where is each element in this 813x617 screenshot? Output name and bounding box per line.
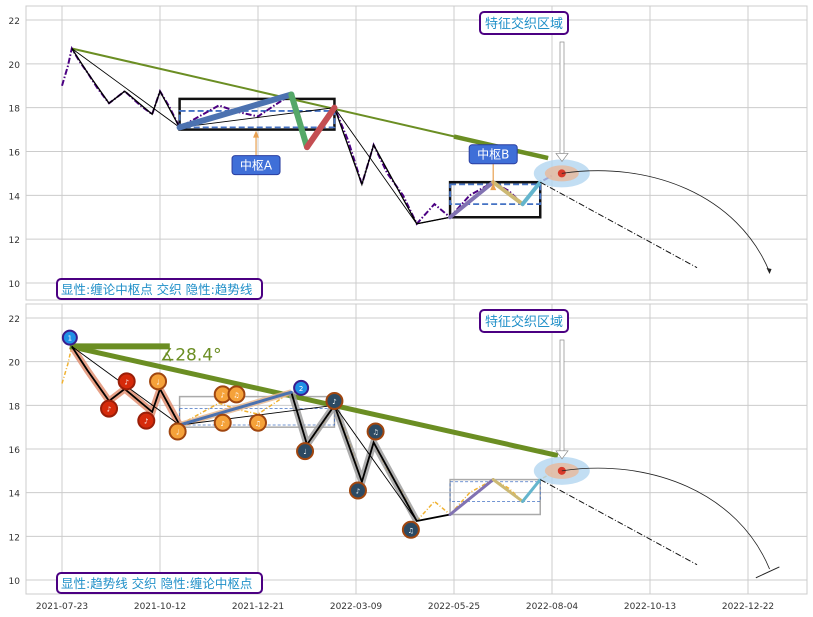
segment — [176, 91, 295, 131]
pivot-marker-label: ♪ — [144, 418, 148, 426]
pivot-marker-label: ♪ — [220, 391, 224, 399]
y-tick-label: 20 — [9, 61, 21, 71]
annotation-arrow-head — [555, 153, 569, 163]
y-tick-label: 14 — [9, 192, 21, 202]
annotation-arrow-shaft — [559, 41, 565, 154]
pivot-marker — [249, 413, 267, 432]
annotation-text: 特征交织区域 — [485, 314, 563, 330]
x-tick-label: 2022-10-13 — [624, 602, 676, 612]
segment — [448, 180, 496, 220]
y-tick-label: 18 — [9, 105, 21, 115]
annotation-box — [479, 309, 569, 333]
y-tick-label: 12 — [9, 533, 20, 543]
segment — [448, 478, 495, 516]
segment — [178, 390, 293, 427]
x-tick-label: 2021-12-21 — [232, 602, 284, 612]
pivot-marker-label: ♫ — [408, 527, 414, 535]
forecast-line — [540, 479, 698, 566]
arrow-head — [253, 130, 260, 138]
arc-end-bar — [755, 566, 780, 579]
legend-box — [56, 572, 263, 594]
forecast-arc — [561, 170, 770, 273]
forecast-arc — [561, 467, 770, 570]
x-tick-label: 2022-05-25 — [428, 602, 480, 612]
pivot-marker — [293, 379, 310, 396]
annotation-text: 特征交织区域 — [485, 16, 563, 32]
legend-text: 显性:趋势线 交织 隐性:缠论中枢点 — [61, 576, 252, 591]
pivot-marker — [325, 391, 344, 410]
x-tick-label: 2022-08-04 — [526, 602, 579, 612]
zhongshu-label: 中枢B — [477, 147, 509, 162]
pivot-marker — [213, 413, 232, 432]
zhongshu-inner-box — [179, 408, 335, 426]
x-tick-label: 2021-10-12 — [134, 602, 186, 612]
trend-line — [69, 343, 559, 458]
plot-area — [25, 5, 808, 301]
pivot-marker-label: ♫ — [372, 429, 378, 437]
x-tick-label: 2021-07-23 — [36, 602, 88, 612]
segment — [491, 478, 525, 503]
arc-arrow-head — [766, 268, 772, 275]
y-tick-label: 10 — [9, 280, 21, 290]
segment — [521, 478, 542, 503]
pivot-marker-label: ♩ — [176, 429, 179, 437]
y-tick-label: 22 — [9, 17, 20, 27]
pivot-marker — [117, 372, 136, 391]
y-tick-label: 22 — [9, 315, 20, 325]
legend-text: 显性:缠论中枢点 交织 隐性:趋势线 — [61, 282, 253, 297]
pivot-marker — [296, 442, 315, 461]
segment — [520, 180, 543, 207]
pivot-marker — [401, 520, 420, 539]
pivot-marker-label: ♫ — [255, 420, 261, 428]
annotation-box — [479, 11, 569, 35]
pivot-marker-label: ♪ — [124, 378, 128, 386]
x-tick-label: 2022-03-09 — [330, 602, 383, 612]
zhongshu-inner-box — [178, 110, 336, 129]
pivot-marker-label: ♪ — [107, 406, 111, 414]
pivot-marker — [149, 372, 168, 391]
pivot-marker — [366, 422, 385, 441]
zhongshu-label-box — [468, 144, 518, 165]
y-tick-label: 20 — [9, 359, 21, 369]
annotation-arrow-shaft — [559, 339, 565, 452]
arrow-head — [490, 183, 497, 191]
zhongshu-label-box — [231, 155, 281, 176]
legend-box — [56, 278, 263, 300]
forecast-line — [540, 181, 698, 269]
y-tick-label: 14 — [9, 490, 21, 500]
segment — [491, 180, 525, 207]
pivot-marker-label: 1 — [68, 335, 72, 343]
pivot-marker-label: ♪ — [220, 420, 224, 428]
segment — [304, 104, 338, 151]
pivot-marker-label: ♪ — [332, 398, 336, 406]
y-tick-label: 10 — [9, 577, 21, 587]
y-tick-label: 18 — [9, 402, 21, 412]
pivot-marker — [61, 329, 78, 346]
y-tick-label: 12 — [9, 236, 20, 246]
pivot-marker-label: ♩ — [303, 448, 306, 456]
pivot-marker — [168, 422, 187, 441]
pivot-marker-label: ♪ — [356, 487, 360, 495]
segment — [288, 91, 310, 151]
pivot-marker-label: ♩ — [156, 378, 159, 386]
zhongshu-label: 中枢A — [240, 158, 273, 173]
pivot-marker — [227, 385, 246, 404]
x-tick-label: 2022-12-22 — [722, 602, 774, 612]
pivot-marker-label: ♫ — [233, 391, 239, 399]
y-tick-label: 16 — [9, 149, 21, 159]
pivot-marker — [348, 481, 367, 500]
pivot-marker — [137, 411, 156, 430]
pivot-marker-label: 2 — [299, 385, 303, 393]
y-tick-label: 16 — [9, 446, 21, 456]
pivot-marker — [100, 399, 119, 418]
angle-label: ∡28.4° — [160, 346, 222, 366]
annotation-arrow-head — [555, 450, 569, 460]
